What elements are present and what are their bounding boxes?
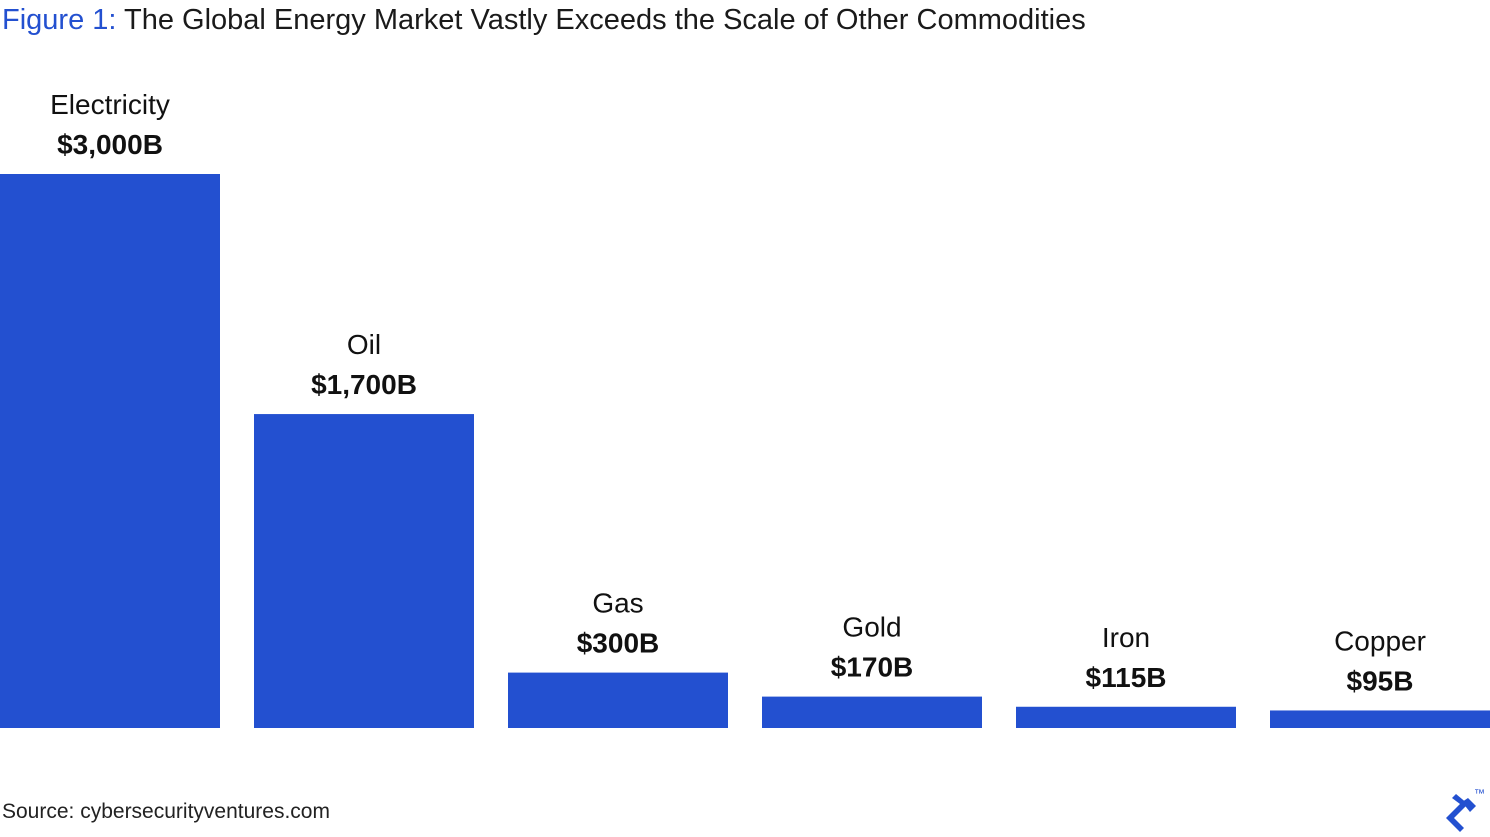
value-label: $170B [831, 652, 914, 683]
bar-oil [254, 414, 474, 728]
source-note: Source: cybersecurityventures.com [2, 800, 330, 823]
bar-copper [1270, 710, 1490, 728]
chart-title: Figure 1: The Global Energy Market Vastl… [2, 0, 1086, 40]
value-label: $95B [1347, 665, 1414, 696]
figure-label: Figure 1: [2, 4, 117, 36]
category-label: Electricity [50, 89, 170, 120]
bar-gas [508, 672, 728, 728]
category-label: Gold [842, 612, 901, 643]
value-label: $3,000B [57, 129, 163, 160]
category-label: Copper [1334, 625, 1426, 656]
trademark-mark: ™ [1474, 788, 1485, 800]
category-label: Iron [1102, 622, 1150, 653]
bar-iron [1016, 706, 1236, 728]
bar-electricity [0, 174, 220, 728]
bar-gold [762, 696, 982, 728]
value-label: $300B [577, 628, 660, 659]
bar-chart: $3,000B Electricity $1,700B Oil $300B Gas $170… [0, 89, 1490, 728]
value-label: $1,700B [311, 369, 417, 400]
title-text: The Global Energy Market Vastly Exceeds … [124, 4, 1086, 36]
value-label: $115B [1086, 662, 1167, 693]
toptal-logo-icon: ™ [1446, 788, 1485, 832]
category-label: Gas [592, 588, 643, 619]
category-label: Oil [347, 329, 381, 360]
